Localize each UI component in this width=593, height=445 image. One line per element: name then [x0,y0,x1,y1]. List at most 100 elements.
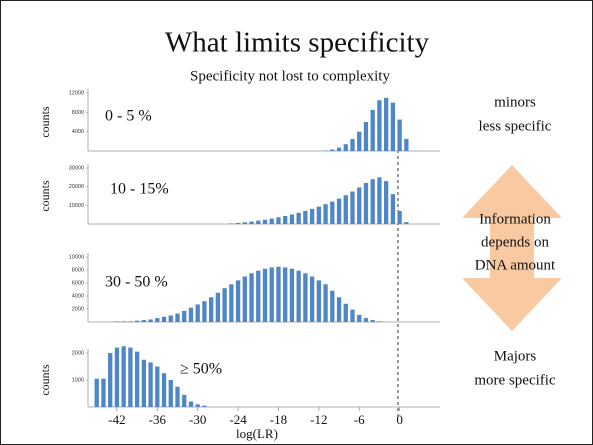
bar [397,119,402,151]
bar [94,378,99,407]
bar [188,307,194,322]
side-note: depends on [481,234,549,250]
bar [350,309,355,322]
bar [350,138,355,151]
bar [276,217,281,224]
bar [269,218,274,224]
bar [390,194,396,224]
bar [235,280,241,322]
bar [175,313,180,322]
bar [114,347,120,407]
bar [161,316,167,322]
bar [209,297,214,322]
side-note: Information [479,211,551,227]
y-tick-label: 4000 [72,293,84,299]
side-note: minors [494,94,536,110]
y-axis-label: counts [38,364,52,396]
bar [377,321,382,322]
bar [141,359,146,407]
bar [350,191,355,224]
bar [283,215,288,224]
y-tick-label: 10000 [69,254,84,260]
bar [235,222,241,224]
bar [309,276,315,322]
bar [363,122,369,151]
bar [343,195,348,224]
bar [336,198,342,224]
bar [128,347,133,407]
slide-subtitle: Specificity not lost to complexity [190,68,390,84]
y-tick-label: 8000 [72,110,84,116]
bar [202,405,207,407]
bar [357,314,362,322]
y-axis-label: counts [38,180,52,212]
bar [242,276,247,322]
y-tick-label: 2000 [72,306,84,312]
bar [249,221,254,224]
y-tick-label: 6000 [72,280,84,286]
bar [134,320,140,322]
bar [303,273,308,322]
x-tick-label: -24 [229,412,247,427]
side-note: DNA amount [475,257,556,273]
bar [384,181,389,224]
x-tick-label: -36 [149,412,167,427]
x-tick-label: 0 [396,412,403,427]
y-tick-label: 2000 [72,350,84,356]
bar [357,131,362,151]
bar [175,386,180,407]
bar [101,378,106,407]
y-tick-label: 20000 [69,184,84,190]
bar [343,144,348,151]
slide-title: What limits specificity [165,27,430,59]
bar [330,201,335,224]
bar [229,223,234,224]
bar [188,401,194,407]
bar [343,303,348,322]
panel-label: 0 - 5 % [105,108,152,125]
bar [242,222,247,224]
bar [215,292,221,322]
bar [363,182,369,224]
bar [249,273,254,322]
bar [370,109,375,151]
bar [330,149,335,151]
y-tick-label: 4000 [72,129,84,135]
panel-label: 10 - 15% [110,181,169,198]
y-tick-label: 1000 [72,377,84,383]
bar [384,97,389,151]
x-tick-label: -42 [108,412,125,427]
bar [296,270,301,322]
bar [363,318,369,322]
bar [370,179,375,224]
x-axis-label: log(LR) [236,426,278,441]
bar [121,321,126,322]
x-tick-label: -6 [354,412,365,427]
bar [262,268,268,322]
side-note: more specific [474,372,556,388]
side-note: Majors [494,348,537,364]
bar [377,100,382,151]
bar [128,321,133,322]
bar [377,177,382,224]
bar [108,353,113,407]
bar [148,319,153,322]
bar [114,321,120,322]
bar [195,304,200,322]
bar [323,284,328,322]
bar [309,208,315,224]
bar [404,138,409,151]
bar [148,362,153,407]
bar [390,102,396,151]
bar [289,268,295,322]
bar [161,373,167,407]
bar [182,310,187,322]
bar [262,219,268,224]
y-axis-label: counts [38,106,52,138]
bar [330,290,335,322]
side-note: less specific [479,118,552,134]
bar [182,394,187,407]
panel-label: ≥ 50% [180,361,222,378]
bar [316,280,321,322]
